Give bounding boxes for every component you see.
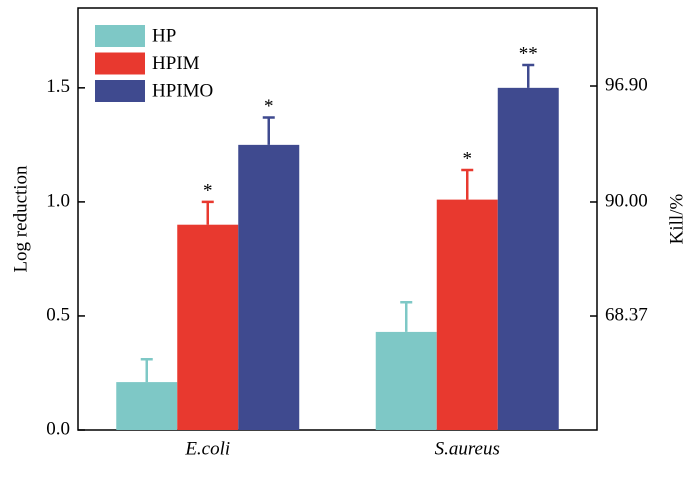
x-tick-label: S.aureus <box>435 438 500 459</box>
legend-swatch <box>95 80 145 102</box>
bar <box>238 144 300 430</box>
legend-swatch <box>95 52 145 75</box>
legend-label: HPIM <box>152 53 200 74</box>
bar <box>375 331 437 430</box>
y-tick-label: 1.5 <box>46 76 70 97</box>
y2-tick-label: 96.90 <box>605 74 648 95</box>
significance-label: * <box>264 96 274 117</box>
x-tick-label: E.coli <box>184 438 230 459</box>
legend-label: HPIMO <box>152 80 213 101</box>
significance-label: * <box>463 148 473 169</box>
bar <box>177 224 239 430</box>
bar <box>436 199 498 430</box>
y2-tick-label: 68.37 <box>605 304 648 325</box>
y2-tick-label: 90.00 <box>605 190 648 211</box>
error-bar <box>461 168 474 200</box>
error-bar <box>262 116 275 145</box>
y-tick-label: 1.0 <box>46 190 70 211</box>
plot-frame <box>77 7 598 431</box>
y-axis-label: Log reduction <box>10 165 31 273</box>
error-bar <box>400 301 413 332</box>
bar <box>116 382 178 430</box>
error-bar <box>201 200 214 225</box>
error-bar <box>140 358 153 383</box>
y-tick-label: 0.5 <box>46 304 70 325</box>
y2-axis-label: Kill/% <box>666 193 687 244</box>
error-bar <box>522 63 535 88</box>
bar <box>497 87 559 431</box>
significance-label: ** <box>519 43 538 64</box>
legend-swatch <box>95 25 145 47</box>
y-tick-label: 0.0 <box>46 418 70 439</box>
significance-label: * <box>203 180 213 201</box>
legend-label: HP <box>152 25 176 46</box>
